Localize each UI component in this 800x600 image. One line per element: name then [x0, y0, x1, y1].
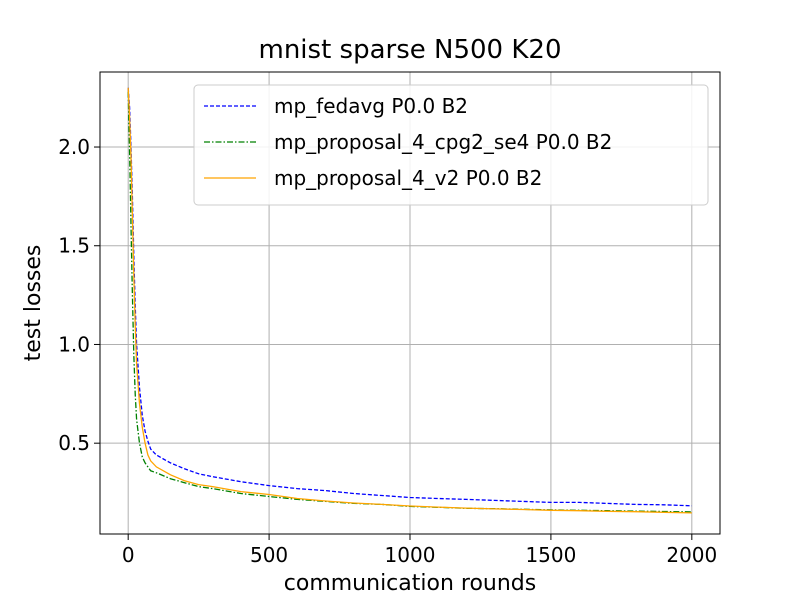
y-tick-label: 1.5: [58, 234, 90, 258]
x-axis-label: communication rounds: [284, 571, 536, 596]
y-tick-label: 2.0: [58, 135, 90, 159]
legend-box: [193, 84, 709, 206]
x-tick-label: 0: [122, 543, 135, 567]
legend-label-1: mp_fedavg P0.0 B2: [274, 94, 468, 118]
x-tick-label: 500: [250, 543, 288, 567]
x-tick-label: 1000: [385, 543, 436, 567]
series-lines: [127, 87, 692, 514]
y-axis-label: test losses: [21, 245, 46, 362]
y-tick-label: 1.0: [58, 332, 90, 356]
axis-ticks: 0 500 1000 1500 2000 0.5 1.0 1.5 2.0: [58, 135, 717, 567]
chart-title: mnist sparse N500 K20: [259, 35, 562, 65]
y-tick-label: 0.5: [58, 431, 90, 455]
x-tick-label: 1500: [525, 543, 576, 567]
x-tick-label: 2000: [666, 543, 717, 567]
legend: mp_fedavg P0.0 B2 mp_proposal_4_cpg2_se4 …: [193, 84, 709, 206]
series-line-3: [127, 87, 692, 514]
series-line-1: [127, 87, 692, 507]
legend-label-2: mp_proposal_4_cpg2_se4 P0.0 B2: [274, 130, 612, 154]
legend-label-3: mp_proposal_4_v2 P0.0 B2: [274, 166, 542, 190]
